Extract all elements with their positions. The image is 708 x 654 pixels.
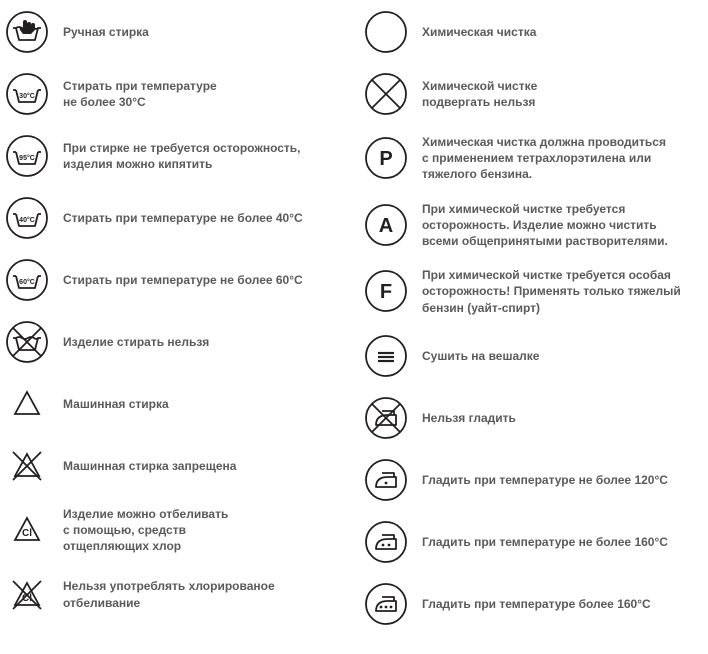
symbol-row: Машинная стирка запрещена — [5, 444, 344, 488]
iron-3-icon — [364, 582, 408, 626]
circle-no-icon — [364, 72, 408, 116]
symbol-row: Химической чисткеподвергать нельзя — [364, 72, 703, 116]
triangle-cl-no-icon: Cl — [5, 573, 49, 617]
symbol-label: Нельзя гладить — [422, 410, 516, 426]
circle-letter-icon: F — [364, 269, 408, 313]
symbol-label: Химическая чистка должна проводитьсяс пр… — [422, 134, 666, 183]
symbol-row: 60°C Стирать при температуре не более 60°… — [5, 258, 344, 302]
symbol-row: P Химическая чистка должна проводитьсяс п… — [364, 134, 703, 183]
symbol-row: Гладить при температуре более 160°С — [364, 582, 703, 626]
symbol-row: F При химической чистке требуется особаяо… — [364, 267, 703, 316]
symbol-row: 40°C Стирать при температуре не более 40°… — [5, 196, 344, 240]
svg-text:30°C: 30°C — [19, 92, 35, 100]
symbol-label: При стирке не требуется осторожность,изд… — [63, 140, 301, 172]
symbol-row: 30°C Стирать при температурене более 30°С — [5, 72, 344, 116]
svg-text:A: A — [379, 215, 393, 237]
wash-30-icon: 30°C — [5, 72, 49, 116]
circle-letter-icon: P — [364, 136, 408, 180]
symbol-label: Стирать при температуре не более 40°С — [63, 210, 303, 226]
symbol-label: Ручная стирка — [63, 24, 149, 40]
symbol-row: Ручная стирка — [5, 10, 344, 54]
wash-60-icon: 60°C — [5, 258, 49, 302]
symbol-label: Машинная стирка — [63, 396, 169, 412]
symbol-row: Машинная стирка — [5, 382, 344, 426]
wash-no-icon — [5, 320, 49, 364]
symbol-label: При химической чистке требуется особаяос… — [422, 267, 681, 316]
symbol-row: Нельзя гладить — [364, 396, 703, 440]
circle-letter-icon: A — [364, 203, 408, 247]
symbol-label: Стирать при температурене более 30°С — [63, 78, 217, 110]
symbol-row: Химическая чистка — [364, 10, 703, 54]
symbol-label: Нельзя употреблять хлорированоеотбеливан… — [63, 578, 275, 610]
wash-hand-icon — [5, 10, 49, 54]
symbol-label: Гладить при температуре не более 120°С — [422, 472, 668, 488]
svg-text:40°C: 40°C — [19, 216, 35, 224]
symbol-label: Изделие стирать нельзя — [63, 334, 209, 350]
wash-40-icon: 40°C — [5, 196, 49, 240]
symbol-label: Сушить на вешалке — [422, 348, 539, 364]
symbol-label: При химической чистке требуетсяосторожно… — [422, 201, 668, 250]
triangle-cl-icon: Cl — [5, 508, 49, 552]
symbol-label: Гладить при температуре не более 160°С — [422, 534, 668, 550]
triangle-no-icon — [5, 444, 49, 488]
svg-text:60°C: 60°C — [19, 278, 35, 286]
symbol-label: Химической чисткеподвергать нельзя — [422, 78, 537, 110]
svg-text:P: P — [379, 148, 392, 170]
iron-1-icon — [364, 458, 408, 502]
symbol-row: A При химической чистке требуетсяосторожн… — [364, 201, 703, 250]
circle-icon — [364, 10, 408, 54]
symbol-row: Гладить при температуре не более 120°С — [364, 458, 703, 502]
wash-95-icon: 95°C — [5, 134, 49, 178]
symbol-row: Cl Нельзя употреблять хлорированоеотбелив… — [5, 573, 344, 617]
symbol-row: Сушить на вешалке — [364, 334, 703, 378]
symbol-label: Химическая чистка — [422, 24, 536, 40]
symbol-row: Cl Изделие можно отбеливатьс помощью, сре… — [5, 506, 344, 555]
svg-text:95°C: 95°C — [19, 154, 35, 162]
symbol-row: Гладить при температуре не более 160°С — [364, 520, 703, 564]
iron-no-icon — [364, 396, 408, 440]
symbol-row: 95°C При стирке не требуется осторожность… — [5, 134, 344, 178]
triangle-icon — [5, 382, 49, 426]
svg-text:Cl: Cl — [22, 528, 32, 539]
symbol-row: Изделие стирать нельзя — [5, 320, 344, 364]
symbol-label: Стирать при температуре не более 60°С — [63, 272, 303, 288]
dry-hang-icon — [364, 334, 408, 378]
symbol-label: Изделие можно отбеливатьс помощью, средс… — [63, 506, 228, 555]
symbol-label: Гладить при температуре более 160°С — [422, 596, 651, 612]
svg-text:F: F — [380, 281, 392, 303]
symbol-label: Машинная стирка запрещена — [63, 458, 236, 474]
iron-2-icon — [364, 520, 408, 564]
